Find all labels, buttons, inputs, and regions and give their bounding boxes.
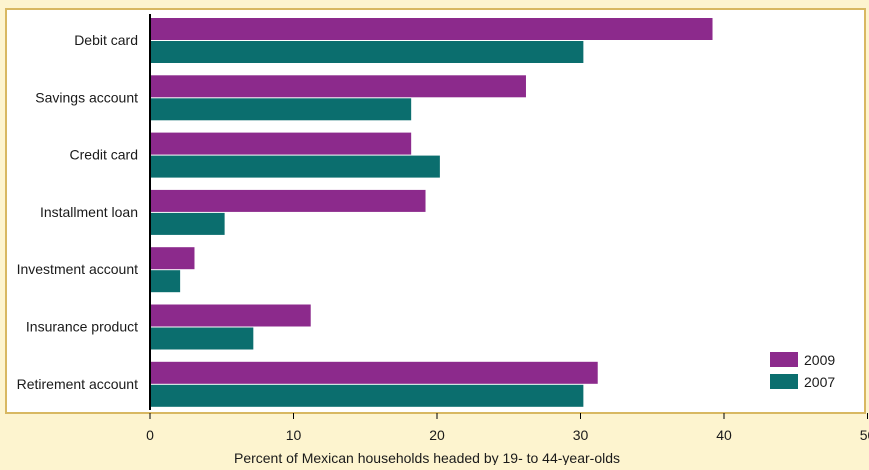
bar-savings-account-2009 [150,75,526,98]
x-tick-label-0: 0 [146,427,154,443]
legend-label-2009: 2009 [804,352,835,368]
x-tick-label-50: 50 [860,427,869,443]
category-label-insurance-product: Insurance product [26,319,138,335]
bar-retirement-account-2007 [150,384,584,407]
bar-retirement-account-2009 [150,361,598,384]
legend-swatch-2007 [770,374,798,389]
x-tick-label-10: 10 [286,427,302,443]
category-label-retirement-account: Retirement account [17,376,139,392]
category-label-investment-account: Investment account [17,261,139,277]
bar-debit-card-2007 [150,41,584,63]
bar-installment-loan-2007 [150,212,225,235]
legend-swatch-2009 [770,352,798,367]
bar-insurance-product-2009 [150,304,311,327]
category-label-installment-loan: Installment loan [40,204,138,220]
bar-installment-loan-2009 [150,189,426,212]
bar-investment-account-2009 [150,247,195,270]
legend-label-2007: 2007 [804,374,835,390]
bar-debit-card-2009 [150,18,713,40]
bar-credit-card-2007 [150,155,440,178]
x-tick-label-20: 20 [429,427,445,443]
bar-credit-card-2009 [150,132,412,155]
bar-savings-account-2007 [150,98,412,121]
category-label-debit-card: Debit card [74,32,138,48]
category-label-credit-card: Credit card [70,147,138,163]
bar-insurance-product-2007 [150,327,254,350]
category-label-savings-account: Savings account [35,89,138,105]
bar-investment-account-2007 [150,270,181,293]
x-tick-label-40: 40 [716,427,732,443]
x-tick-label-30: 30 [573,427,589,443]
x-axis-label: Percent of Mexican households headed by … [234,450,620,465]
